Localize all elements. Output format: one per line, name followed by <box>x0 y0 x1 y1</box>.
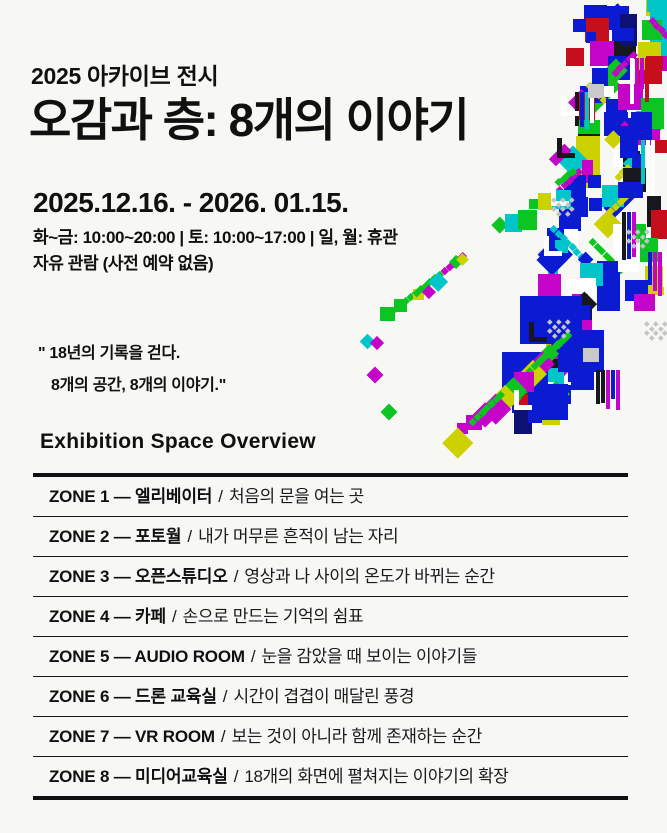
zone-label: ZONE 8 — 미디어교육실 <box>49 767 228 786</box>
quote-line-2: 8개의 공간, 8개의 이야기." <box>51 377 226 394</box>
zone-separator: / <box>171 607 177 626</box>
zone-description: 내가 머무른 흔적이 남는 자리 <box>198 527 399 546</box>
zone-table: ZONE 1 — 엘리베이터 / 처음의 문을 여는 곳 ZONE 2 — 포토월 / 내… <box>33 473 628 800</box>
zone-label: ZONE 4 — 카페 <box>49 607 166 626</box>
overview-heading: Exhibition Space Overview <box>40 430 316 453</box>
zone-row: ZONE 4 — 카페 / 손으로 만드는 기억의 쉼표 <box>33 596 628 636</box>
zone-description: 시간이 겹겹이 매달린 풍경 <box>233 687 415 706</box>
zone-description: 처음의 문을 여는 곳 <box>228 487 364 506</box>
zone-row: ZONE 1 — 엘리베이터 / 처음의 문을 여는 곳 <box>33 477 628 516</box>
exhibition-eyebrow: 2025 아카이브 전시 <box>31 63 219 89</box>
zone-row: ZONE 7 — VR ROOM / 보는 것이 아니라 함께 존재하는 순간 <box>33 716 628 756</box>
zone-label: ZONE 7 — VR ROOM <box>49 727 215 746</box>
zone-row: ZONE 3 — 오픈스튜디오 / 영상과 나 사이의 온도가 바뀌는 순간 <box>33 556 628 596</box>
zone-label: ZONE 6 — 드론 교육실 <box>49 687 217 706</box>
opening-hours: 화~금: 10:00~20:00 | 토: 10:00~17:00 | 일, 월… <box>33 228 398 247</box>
zone-separator: / <box>187 527 193 546</box>
zone-description: 손으로 만드는 기억의 쉼표 <box>182 607 364 626</box>
quote-line-1: " 18년의 기록을 걷다. <box>38 345 181 362</box>
zone-separator: / <box>233 767 239 786</box>
zone-row: ZONE 5 — AUDIO ROOM / 눈을 감았을 때 보이는 이야기들 <box>33 636 628 676</box>
zone-row: ZONE 8 — 미디어교육실 / 18개의 화면에 펼쳐지는 이야기의 확장 <box>33 756 628 796</box>
zone-label: ZONE 2 — 포토월 <box>49 527 182 546</box>
zone-row: ZONE 6 — 드론 교육실 / 시간이 겹겹이 매달린 풍경 <box>33 676 628 716</box>
zone-separator: / <box>222 687 228 706</box>
zone-description: 18개의 화면에 펼쳐지는 이야기의 확장 <box>244 767 509 786</box>
exhibition-dates: 2025.12.16. - 2026. 01.15. <box>33 187 349 218</box>
zone-separator: / <box>250 647 256 666</box>
exhibition-quote: " 18년의 기록을 걷다. 8개의 공간, 8개의 이야기." <box>38 338 226 402</box>
zone-label: ZONE 5 — AUDIO ROOM <box>49 647 245 666</box>
zone-description: 보는 것이 아니라 함께 존재하는 순간 <box>231 727 483 746</box>
zone-separator: / <box>218 487 223 506</box>
zone-row: ZONE 2 — 포토월 / 내가 머무른 흔적이 남는 자리 <box>33 516 628 556</box>
zone-description: 눈을 감았을 때 보이는 이야기들 <box>261 647 478 666</box>
exhibition-title: 오감과 층: 8개의 이야기 <box>29 94 470 146</box>
zone-label: ZONE 3 — 오픈스튜디오 <box>49 567 228 586</box>
admission-note: 자유 관람 (사전 예약 없음) <box>33 254 214 273</box>
zone-separator: / <box>233 567 239 586</box>
zone-description: 영상과 나 사이의 온도가 바뀌는 순간 <box>244 567 495 586</box>
zone-label: ZONE 1 — 엘리베이터 <box>49 487 213 506</box>
zone-separator: / <box>220 727 226 746</box>
